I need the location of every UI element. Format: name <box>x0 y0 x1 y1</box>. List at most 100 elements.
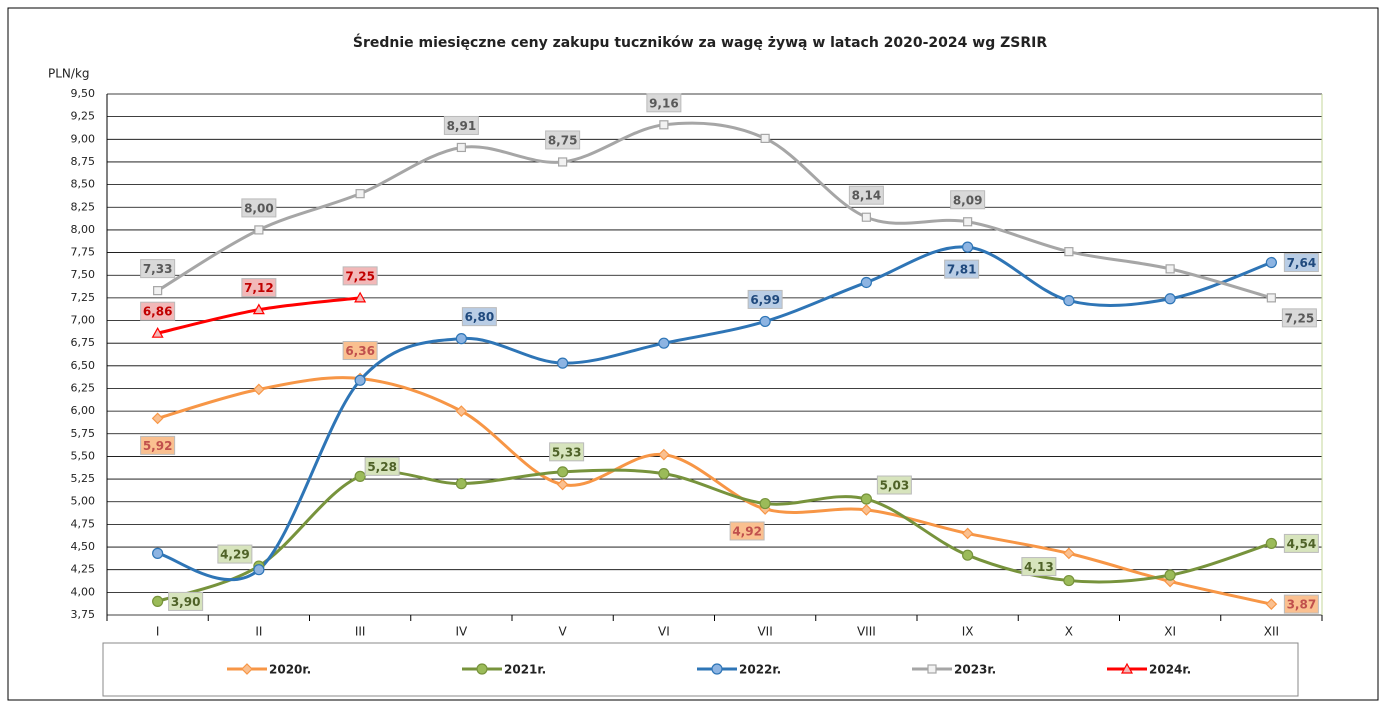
x-tick-label: II <box>255 625 262 639</box>
marker <box>476 663 488 675</box>
y-tick-label: 5,75 <box>71 427 96 440</box>
marker <box>659 120 669 130</box>
y-tick-label: 5,25 <box>71 472 96 485</box>
x-tick-label: VII <box>757 625 772 639</box>
marker <box>658 337 670 349</box>
marker <box>151 412 164 425</box>
marker <box>658 448 670 461</box>
marker <box>1265 537 1277 550</box>
value-label-box <box>342 341 378 361</box>
marker <box>861 212 871 222</box>
y-tick-label: 7,75 <box>71 246 96 259</box>
value-label: 6,36 <box>345 344 375 358</box>
legend-label: 2020r. <box>269 663 311 677</box>
value-label-box <box>1283 533 1319 553</box>
marker <box>455 405 468 417</box>
marker <box>962 241 974 253</box>
y-tick-label: 8,25 <box>71 200 96 213</box>
y-tick-label: 7,25 <box>71 291 96 304</box>
marker <box>962 549 974 561</box>
value-label: 4,13 <box>1024 560 1054 574</box>
marker <box>557 357 569 369</box>
value-label: 5,28 <box>367 460 397 474</box>
marker <box>860 493 872 505</box>
marker <box>1064 247 1074 257</box>
marker <box>151 326 164 338</box>
marker <box>556 478 569 491</box>
y-tick-label: 4,25 <box>71 563 96 576</box>
marker <box>760 133 770 143</box>
marker <box>253 564 265 576</box>
value-label: 8,75 <box>548 133 578 147</box>
legend-label: 2021r. <box>504 663 546 677</box>
marker <box>759 497 771 510</box>
y-tick-label: 6,25 <box>71 381 96 394</box>
value-label: 7,33 <box>143 262 173 276</box>
value-label-box <box>140 435 176 455</box>
value-label: 7,64 <box>1287 256 1317 270</box>
value-label-box <box>848 185 884 205</box>
value-label: 6,99 <box>750 293 780 307</box>
legend-label: 2024r. <box>1149 663 1191 677</box>
x-tick-label: XII <box>1264 625 1279 639</box>
marker <box>1063 294 1075 307</box>
marker <box>658 468 670 480</box>
marker <box>759 315 771 328</box>
value-label: 8,14 <box>852 189 882 203</box>
value-label-box <box>168 591 204 611</box>
series-line <box>157 468 1272 603</box>
y-tick-label: 3,75 <box>71 608 96 621</box>
x-tick-label: IX <box>962 625 974 639</box>
chart-border <box>7 7 1379 701</box>
y-tick-label: 4,50 <box>71 540 96 553</box>
value-label-box <box>944 259 980 279</box>
value-label-box <box>342 266 378 286</box>
value-label-box <box>241 198 277 218</box>
marker <box>1266 293 1276 303</box>
marker <box>1265 598 1278 610</box>
y-tick-label: 9,25 <box>71 110 96 123</box>
x-tick-label: III <box>355 625 366 639</box>
marker <box>354 291 367 303</box>
x-tick-label: X <box>1065 625 1073 639</box>
y-tick-label: 7,00 <box>71 314 96 327</box>
value-label-box <box>729 521 765 541</box>
chart-title: Średnie miesięczne ceny zakupu tuczników… <box>353 33 1047 51</box>
marker <box>152 595 164 608</box>
x-tick-label: IV <box>456 625 469 639</box>
legend-label: 2023r. <box>954 663 996 677</box>
x-tick-label: VI <box>658 625 670 639</box>
marker <box>355 189 365 199</box>
y-tick-label: 4,75 <box>71 517 96 530</box>
x-tick-label: I <box>156 625 160 639</box>
value-label-box <box>217 544 253 564</box>
y-tick-label: 5,50 <box>71 449 96 462</box>
value-label: 4,54 <box>1287 537 1317 551</box>
marker <box>1265 256 1277 269</box>
y-tick-label: 7,50 <box>71 268 96 281</box>
value-label: 7,25 <box>1285 311 1315 325</box>
y-tick-label: 8,75 <box>71 155 96 168</box>
y-tick-label: 6,50 <box>71 359 96 372</box>
marker <box>153 286 163 296</box>
value-label-box <box>1283 594 1319 614</box>
y-tick-label: 4,00 <box>71 585 96 598</box>
marker <box>354 374 366 386</box>
value-label: 7,81 <box>947 263 977 277</box>
value-label-box <box>747 289 783 309</box>
value-label-box <box>461 307 497 327</box>
marker <box>456 142 466 153</box>
value-label: 6,80 <box>465 310 495 324</box>
y-tick-label: 5,00 <box>71 495 96 508</box>
marker <box>455 333 467 345</box>
marker <box>455 478 467 490</box>
value-label-box <box>1283 253 1319 273</box>
value-label: 8,91 <box>447 119 477 133</box>
y-tick-label: 6,00 <box>71 404 96 417</box>
value-label-box <box>876 475 912 495</box>
value-label-box <box>140 259 176 279</box>
marker <box>1120 662 1134 674</box>
value-label: 3,87 <box>1287 598 1317 612</box>
marker <box>860 504 873 516</box>
